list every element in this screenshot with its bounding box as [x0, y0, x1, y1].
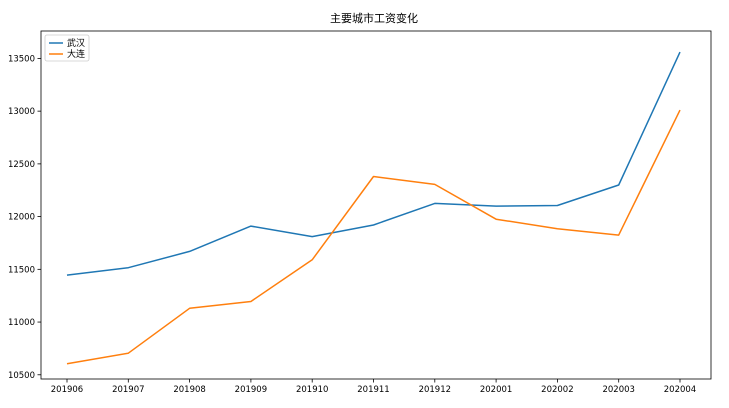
y-tick-label: 12000 [8, 213, 35, 223]
series-line-2 [66, 109, 681, 365]
legend-label: 大连 [67, 48, 85, 60]
y-tick-label: 11500 [8, 265, 35, 275]
series-layer [66, 51, 681, 365]
legend-label: 武汉 [67, 37, 85, 49]
y-tick-label: 11000 [8, 318, 35, 328]
x-tick-label: 202002 [541, 385, 573, 395]
y-tick-label: 13000 [8, 107, 35, 117]
y-tick-label: 12500 [8, 160, 35, 170]
chart-title: 主要城市工资变化 [330, 11, 418, 25]
x-tick-label: 202003 [602, 385, 634, 395]
y-axis: 10500 11000 11500 12000 12500 13000 13500 [8, 54, 41, 381]
x-tick-label: 202004 [664, 385, 696, 395]
x-tick-label: 201912 [419, 385, 451, 395]
plot-area [40, 30, 712, 380]
x-tick-label: 201910 [296, 385, 328, 395]
x-tick-label: 201907 [112, 385, 144, 395]
x-tick-label: 201909 [235, 385, 267, 395]
y-tick-label: 13500 [8, 54, 35, 64]
x-axis: 201906 201907 201908 201909 201910 201911 2019… [51, 379, 696, 395]
plot-frame [40, 30, 712, 380]
x-tick-label: 201911 [357, 385, 389, 395]
x-tick-label: 202001 [480, 385, 512, 395]
series-line-1 [66, 51, 681, 276]
x-tick-label: 201908 [173, 385, 205, 395]
x-tick-label: 201906 [51, 385, 83, 395]
y-tick-label: 10500 [8, 371, 35, 381]
